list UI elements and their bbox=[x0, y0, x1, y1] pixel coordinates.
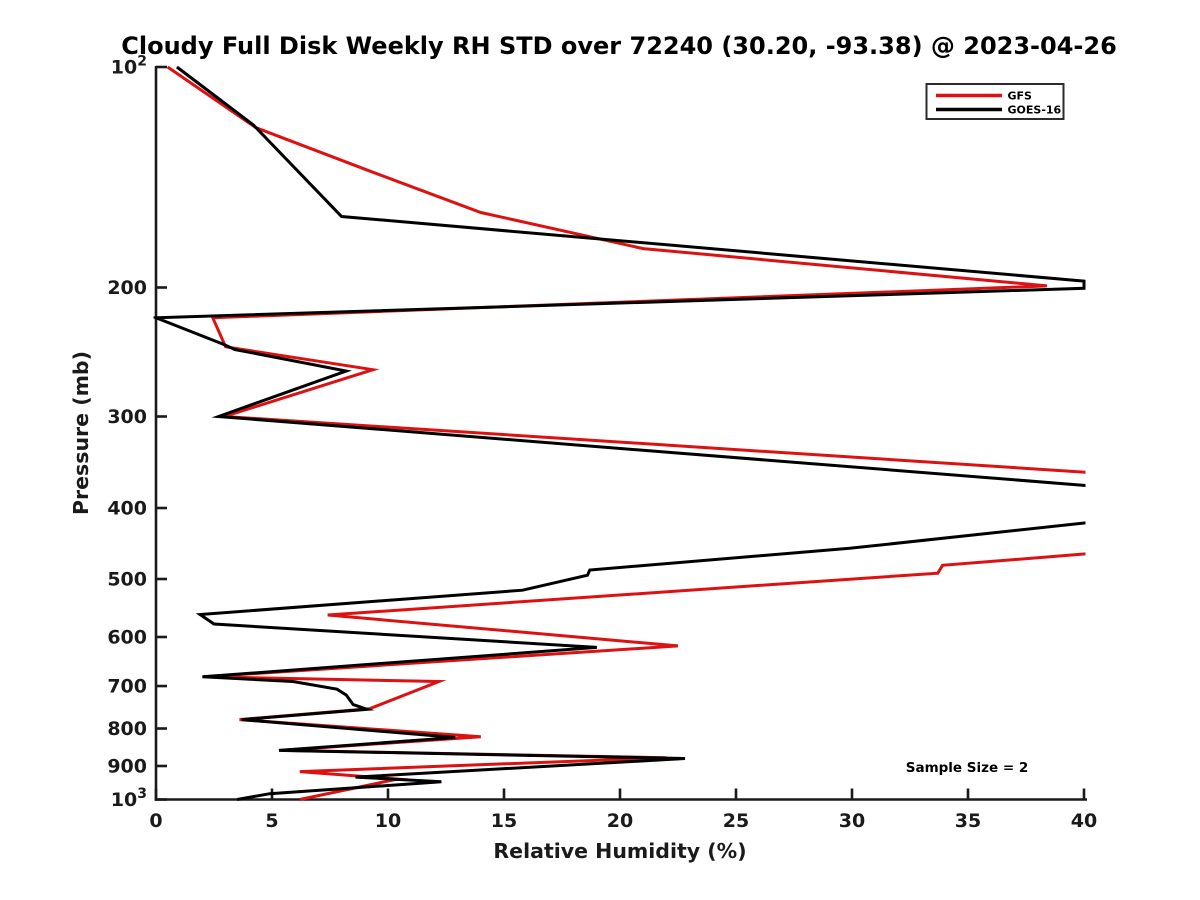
legend-border bbox=[925, 83, 1065, 120]
x-axis-label: Relative Humidity (%) bbox=[493, 839, 746, 863]
y-tick-label: 500 bbox=[107, 568, 147, 590]
series-gfs-line bbox=[166, 65, 1086, 801]
x-tick-label: 0 bbox=[149, 810, 162, 832]
chart-title: Cloudy Full Disk Weekly RH STD over 7224… bbox=[121, 32, 1117, 60]
y-tick-label: 800 bbox=[107, 718, 147, 740]
sample-size-annotation: Sample Size = 2 bbox=[906, 760, 1029, 776]
x-tick-label: 20 bbox=[607, 810, 633, 832]
y-tick-label: 200 bbox=[107, 277, 147, 299]
x-tick-label: 15 bbox=[491, 810, 517, 832]
series-layer bbox=[153, 65, 1086, 801]
legend-entry-goes16[interactable]: GOES-16 bbox=[936, 104, 1062, 117]
y-axis-label: Pressure (mb) bbox=[69, 351, 93, 515]
y-tick-label: 300 bbox=[107, 406, 147, 428]
x-tick-label: 40 bbox=[1071, 810, 1097, 832]
x-tick-label: 35 bbox=[955, 810, 981, 832]
y-tick-label: 900 bbox=[107, 755, 147, 777]
x-tick-label: 5 bbox=[265, 810, 278, 832]
x-tick-label: 30 bbox=[839, 810, 865, 832]
series-goes16-line bbox=[153, 65, 1086, 801]
y-tick-label: 700 bbox=[107, 676, 147, 698]
legend-entry-gfs[interactable]: GFS bbox=[936, 90, 1032, 103]
axes-layer: 0 5 10 15 20 25 30 35 40 102 200 300 400 500 600 700 800… bbox=[107, 54, 1097, 833]
y-tick-label: 103 bbox=[111, 786, 147, 811]
x-tick-label: 10 bbox=[375, 810, 401, 832]
y-tick-label: 600 bbox=[107, 626, 147, 648]
legend-label-gfs: GFS bbox=[1008, 90, 1033, 103]
legend-label-goes16: GOES-16 bbox=[1008, 104, 1062, 117]
y-tick-label: 400 bbox=[107, 498, 147, 520]
y-tick-label: 102 bbox=[111, 54, 147, 79]
legend-box[interactable]: GFS GOES-16 bbox=[925, 83, 1065, 120]
x-tick-label: 25 bbox=[723, 810, 749, 832]
